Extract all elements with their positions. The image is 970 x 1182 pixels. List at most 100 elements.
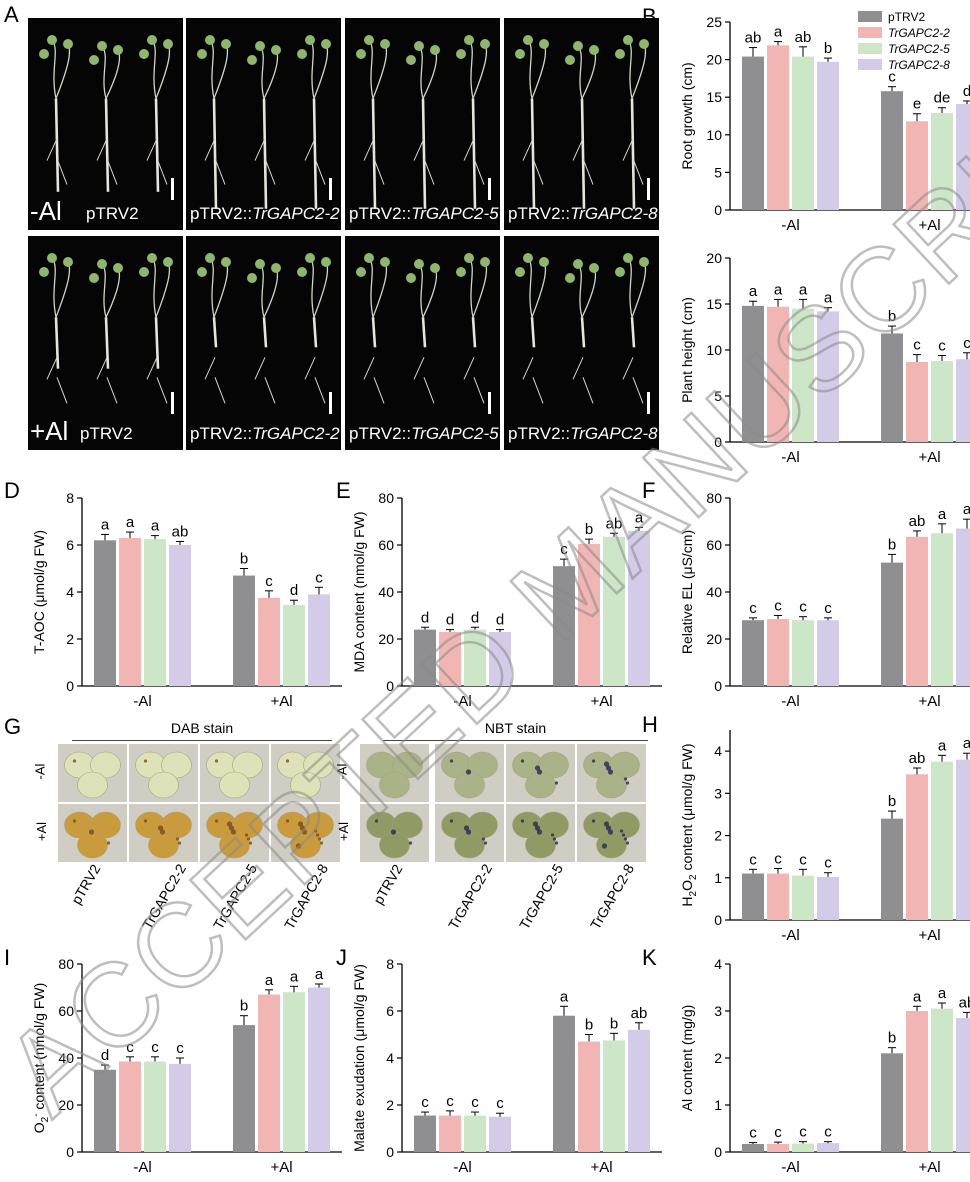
bar	[767, 619, 789, 686]
y-tick-label: 3	[714, 1003, 722, 1019]
panel-label-h: H	[642, 712, 658, 737]
bar	[489, 1116, 511, 1152]
y-tick-label: 1	[714, 870, 722, 886]
significance-letter: c	[315, 569, 323, 586]
y-tick-label: 0	[714, 912, 722, 928]
photo-caption: pTRV2	[86, 204, 139, 224]
caption-gene: TrGAPC2-2	[252, 204, 340, 223]
significance-letter: ab	[909, 750, 926, 767]
photo-caption: pTRV2::TrGAPC2-8	[508, 424, 658, 444]
category-label: -Al	[133, 693, 151, 710]
y-tick-label: 20	[706, 631, 722, 647]
y-axis-label: Relative EL (μS/cm)	[679, 530, 695, 654]
bar	[931, 533, 953, 686]
bar	[792, 308, 814, 442]
plant-photo: pTRV2::TrGAPC2-2	[186, 18, 341, 230]
bar	[283, 992, 305, 1152]
bar	[931, 112, 953, 210]
significance-letter: c	[913, 337, 921, 354]
nbt-leaf-image	[506, 804, 575, 862]
significance-letter: c	[963, 335, 970, 352]
y-tick-label: 80	[706, 490, 722, 506]
dab-leaf-image	[129, 744, 198, 802]
significance-letter: d	[101, 1047, 109, 1064]
bar	[817, 61, 839, 210]
significance-letter: b	[888, 308, 896, 325]
significance-letter: d	[963, 83, 970, 100]
legend-entry: TrGAPC2-2	[888, 26, 950, 40]
seedling-illustration	[39, 253, 173, 404]
caption-vector: pTRV2::	[349, 424, 412, 443]
scale-bar	[488, 392, 491, 414]
category-label: +Al	[918, 449, 940, 466]
significance-letter: b	[585, 521, 593, 538]
significance-letter: c	[888, 69, 896, 86]
y-tick-label: 5	[714, 388, 722, 404]
significance-letter: c	[749, 851, 757, 868]
significance-letter: a	[824, 290, 833, 307]
bar	[906, 536, 928, 686]
photo-caption: pTRV2	[80, 424, 133, 444]
seedling-illustration	[197, 35, 331, 209]
y-tick-label: 6	[386, 1003, 394, 1019]
plant-photo: pTRV2 -Al	[28, 18, 183, 230]
panel-label-i: I	[4, 945, 11, 970]
bar	[308, 987, 330, 1152]
bar	[603, 536, 625, 686]
bar	[308, 594, 330, 686]
significance-letter: b	[585, 1017, 593, 1034]
significance-letter: c	[151, 1039, 159, 1056]
significance-letter: d	[496, 612, 504, 629]
y-tick-label: 2	[386, 1097, 394, 1113]
category-label: -Al	[781, 449, 799, 466]
bar	[628, 1029, 650, 1152]
bar	[578, 1041, 600, 1152]
bar	[414, 1115, 436, 1152]
bar	[144, 1061, 166, 1152]
scale-bar	[171, 178, 174, 200]
nbt-leaf-image	[577, 804, 646, 862]
caption-vector: pTRV2::	[508, 204, 571, 223]
y-tick-label: 1	[714, 1097, 722, 1113]
panel-label-d: D	[4, 478, 20, 503]
significance-letter: d	[290, 582, 298, 599]
bar	[258, 994, 280, 1152]
dab-leaf-image	[58, 804, 127, 862]
dab-leaf-image	[271, 744, 340, 802]
significance-letter: d	[421, 609, 429, 626]
seedling-illustration	[197, 253, 331, 404]
bar	[603, 1040, 625, 1152]
photo-caption: pTRV2::TrGAPC2-2	[190, 204, 340, 224]
seedling-illustration	[356, 253, 490, 404]
significance-letter: a	[101, 516, 110, 533]
nbt-leaf-image	[360, 744, 429, 802]
y-tick-label: 4	[66, 584, 74, 600]
significance-letter: ab	[745, 30, 762, 47]
significance-letter: ab	[795, 29, 812, 46]
bar	[553, 1015, 575, 1152]
significance-letter: a	[774, 24, 783, 41]
bar	[169, 545, 191, 686]
bar	[956, 1018, 970, 1152]
nbt-leaf-image	[435, 804, 504, 862]
bar	[906, 121, 928, 210]
nbt-leaf-image	[506, 744, 575, 802]
caption-vector: pTRV2::	[190, 424, 253, 443]
bar	[956, 528, 970, 686]
significance-letter: ab	[606, 515, 623, 532]
bar	[742, 873, 764, 920]
significance-letter: c	[774, 1124, 782, 1141]
bar	[439, 1115, 461, 1152]
significance-letter: c	[446, 1093, 454, 1110]
significance-letter: d	[471, 609, 479, 626]
panel-label-k: K	[642, 945, 657, 970]
bar	[956, 103, 970, 210]
y-tick-label: 80	[58, 956, 74, 972]
legend: pTRV2 TrGAPC2-2 TrGAPC2-5 TrGAPC2-8	[858, 10, 950, 72]
y-tick-label: 6	[66, 537, 74, 553]
category-label: +Al	[590, 693, 612, 710]
